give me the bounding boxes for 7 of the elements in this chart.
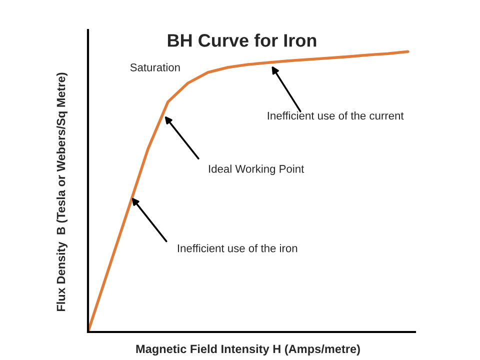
y-axis-title: Flux Density B (Tesla or Webers/Sq Metre) xyxy=(56,72,68,312)
chart-title: BH Curve for Iron xyxy=(168,34,316,47)
x-axis-title: Magnetic Field Intensity H (Amps/metre) xyxy=(136,344,360,356)
annotation: Inefficient use of the current xyxy=(268,111,404,120)
annotation: Inefficient use of the iron xyxy=(178,244,298,252)
annotation: Ideal Working Point xyxy=(209,164,304,176)
annotation: Saturation xyxy=(130,63,180,72)
